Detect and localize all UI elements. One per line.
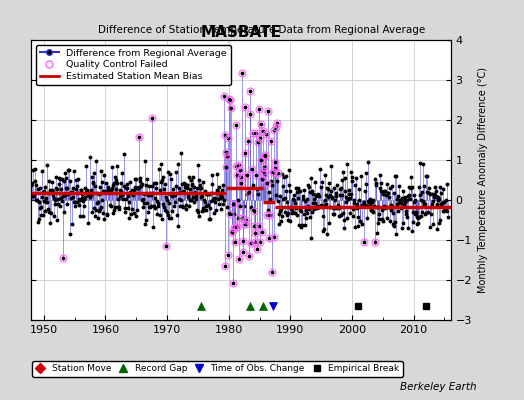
Text: Berkeley Earth: Berkeley Earth	[400, 382, 477, 392]
Text: Difference of Station Temperature Data from Regional Average: Difference of Station Temperature Data f…	[99, 25, 425, 35]
Title: MASBATE: MASBATE	[201, 25, 281, 40]
Legend: Station Move, Record Gap, Time of Obs. Change, Empirical Break: Station Move, Record Gap, Time of Obs. C…	[32, 361, 403, 377]
Y-axis label: Monthly Temperature Anomaly Difference (°C): Monthly Temperature Anomaly Difference (…	[477, 67, 487, 293]
